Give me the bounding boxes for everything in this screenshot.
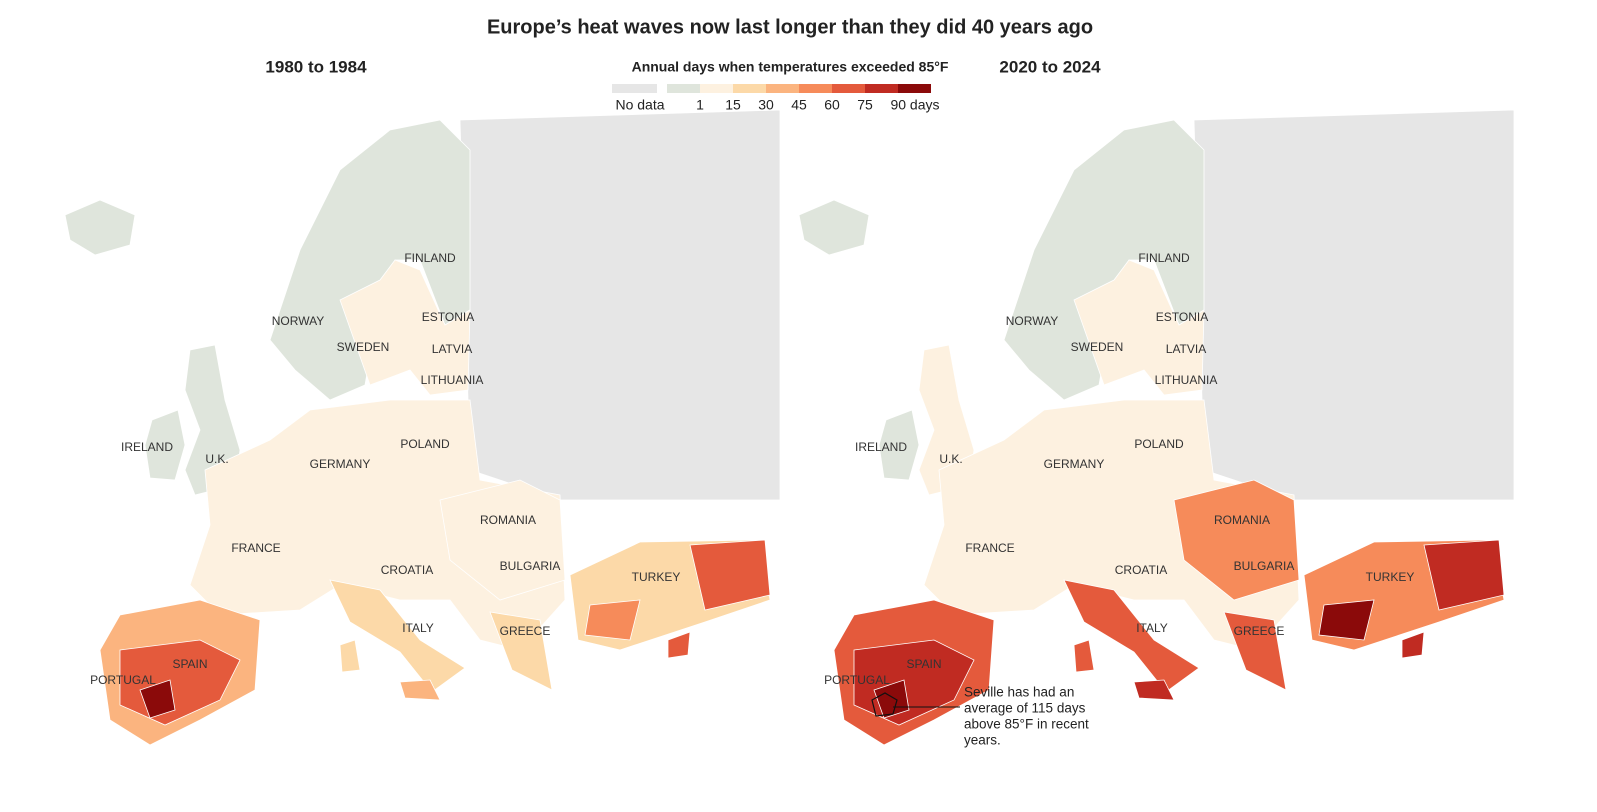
country-label: IRELAND [855,440,907,454]
annotation: years. [964,733,1001,748]
legend-label: 30 [758,97,774,113]
maps [64,109,1515,746]
country-label: LITHUANIA [421,373,484,387]
country-label: GREECE [500,624,551,638]
region [1133,679,1175,701]
region [1423,539,1505,611]
panel-title: 2020 to 2024 [999,57,1101,76]
country-label: ESTONIA [1156,310,1208,324]
region [878,409,920,481]
region [1073,259,1205,396]
legend-label: 75 [857,97,873,113]
map-panel [798,109,1515,746]
region [339,259,471,396]
legend-swatch [766,84,799,93]
legend-label: 60 [824,97,840,113]
country-label: U.K. [205,452,228,466]
country-label: IRELAND [121,440,173,454]
region [439,479,566,601]
region [1073,639,1095,673]
country-label: U.K. [939,452,962,466]
legend-title: Annual days when temperatures exceeded 8… [632,59,949,75]
country-label: FRANCE [231,541,280,555]
country-label: FRANCE [965,541,1014,555]
legend-swatch [667,84,700,93]
country-label: TURKEY [1366,570,1415,584]
country-label: FINLAND [1138,251,1190,265]
country-label: GERMANY [1044,457,1105,471]
legend-swatch [700,84,733,93]
country-label: TURKEY [632,570,681,584]
legend-no-data: No data [615,97,664,113]
country-label: SWEDEN [1071,340,1124,354]
legend-swatch [612,84,657,93]
country-label: CROATIA [1115,563,1167,577]
country-label: BULGARIA [500,559,561,573]
region [329,579,466,693]
region [1223,611,1287,691]
legend-swatch [733,84,766,93]
country-label: SPAIN [906,657,941,671]
country-label: POLAND [400,437,450,451]
title: Europe’s heat waves now last longer than… [487,16,1093,38]
country-label: PORTUGAL [90,673,156,687]
country-label: ITALY [402,621,434,635]
country-label: PORTUGAL [824,673,890,687]
country-label: ESTONIA [422,310,474,324]
legend-label: 15 [725,97,741,113]
country-label: SPAIN [172,657,207,671]
legend-label: 90 days [890,97,939,113]
country-label: CROATIA [381,563,433,577]
country-label: GERMANY [310,457,371,471]
region [1173,479,1300,601]
country-label: ROMANIA [480,513,536,527]
legend-swatch [799,84,832,93]
country-label: FINLAND [404,251,456,265]
region [339,639,361,673]
country-label: SWEDEN [337,340,390,354]
annotation: average of 115 days [964,701,1086,716]
legend-swatch [865,84,898,93]
region [1401,631,1425,659]
region [1063,579,1200,693]
region [873,679,910,719]
country-label: NORWAY [1006,314,1058,328]
region [689,539,771,611]
country-label: LATVIA [432,342,472,356]
region [584,599,641,641]
country-label: ROMANIA [1214,513,1270,527]
panel-title: 1980 to 1984 [265,57,367,76]
region [667,631,691,659]
annotation: above 85°F in recent [964,717,1089,732]
country-label: LATVIA [1166,342,1206,356]
legend-swatch [898,84,931,93]
map-panel [64,109,781,746]
region [64,199,136,256]
region [139,679,176,719]
region [144,409,186,481]
country-label: ITALY [1136,621,1168,635]
legend-label: 45 [791,97,807,113]
legend-label: 1 [696,97,704,113]
legend-swatch [832,84,865,93]
country-label: LITHUANIA [1155,373,1218,387]
annotation: Seville has had an [964,685,1074,700]
labels: 1980 to 1984 FINLAND NORWAY SWEDEN ESTONIA LA… [90,57,1414,747]
country-label: BULGARIA [1234,559,1295,573]
region [798,199,870,256]
legend: 1 15 30 45 60 75 90 days [612,84,940,113]
country-label: NORWAY [272,314,324,328]
region [459,109,781,501]
country-label: POLAND [1134,437,1184,451]
region [489,611,553,691]
region [1193,109,1515,501]
region [1318,599,1375,641]
region [399,679,441,701]
country-label: GREECE [1234,624,1285,638]
